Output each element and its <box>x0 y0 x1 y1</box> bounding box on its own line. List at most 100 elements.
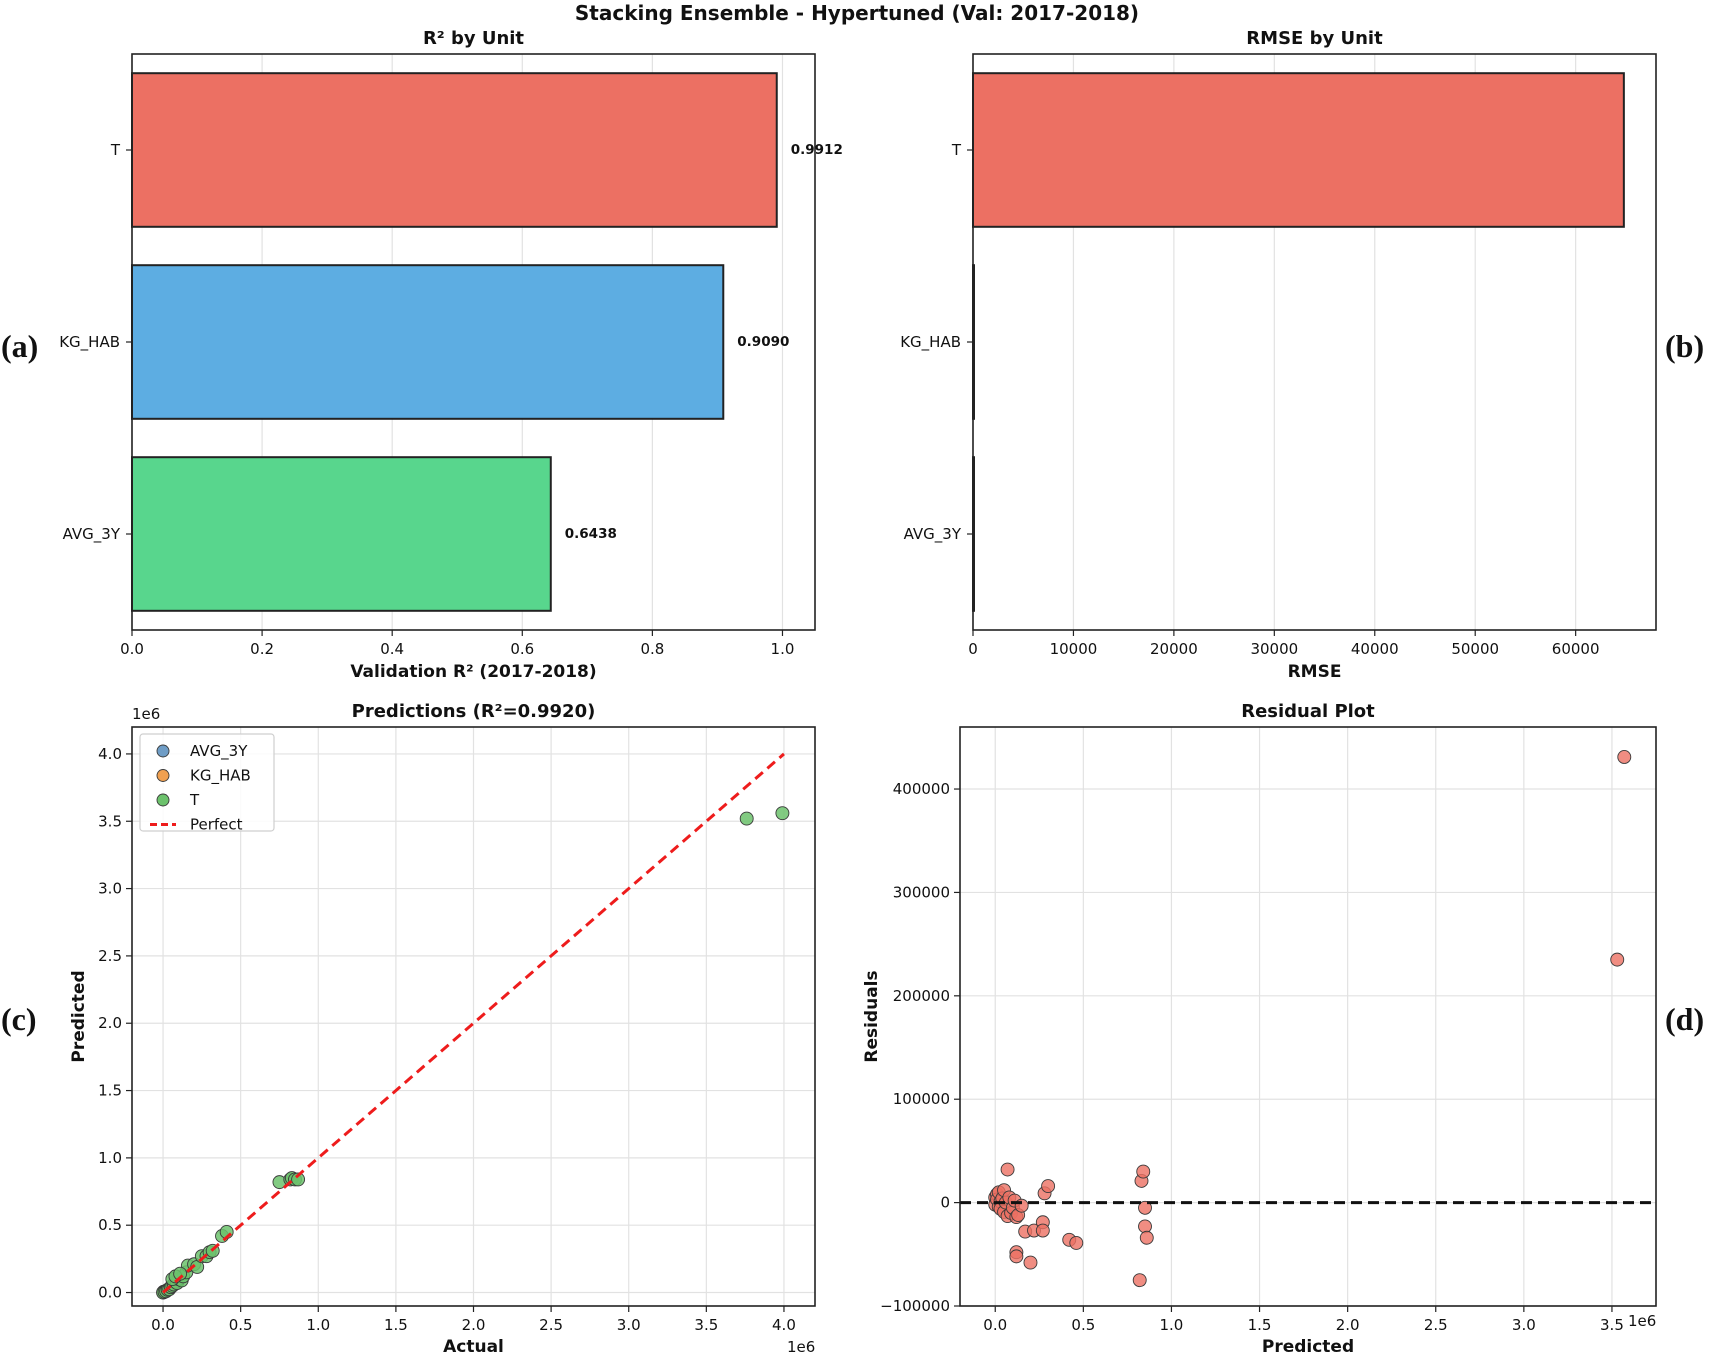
panel-b-rmse-by-unit: 0 10000 20000 30000 40000 50000 60000 T KG_HAB AV… <box>900 28 1657 682</box>
residual-point <box>1009 1249 1024 1264</box>
x-tick-label: 30000 <box>1250 640 1298 658</box>
x-tick-label: 0.0 <box>983 1316 1007 1334</box>
y-tick-label: 2.0 <box>98 1014 122 1032</box>
panel-title: Predictions (R²=0.9920) <box>352 701 596 722</box>
bar-value-label: 0.9090 <box>737 334 789 350</box>
legend-marker <box>156 769 170 782</box>
bar-avg-3y <box>131 456 552 612</box>
panel-a-r2-by-unit: 0.0 0.2 0.4 0.6 0.8 1.0 T 0.9912 KG_HAB 0.9090 AVG… <box>59 28 843 682</box>
panel-title: RMSE by Unit <box>1246 28 1383 49</box>
x-axis-title: Predicted <box>1262 1337 1354 1357</box>
x-axis-title: Validation R² (2017-2018) <box>350 662 596 682</box>
x-tick-label: 0 <box>968 640 978 658</box>
legend-label: T <box>189 791 200 809</box>
residual-point <box>1041 1179 1056 1194</box>
x-tick-label: 1.0 <box>306 1316 330 1334</box>
x-tick-label: 0.8 <box>640 640 664 658</box>
x-offset-label: 1e6 <box>1628 1312 1656 1330</box>
y-tick-label: 0.5 <box>98 1216 122 1234</box>
x-tick-label: 1.0 <box>1160 1316 1184 1334</box>
y-tick-label: AVG_3Y <box>63 525 121 544</box>
y-tick-label: T <box>110 141 121 159</box>
panel-letter-b: (b) <box>1665 328 1704 364</box>
x-tick-label: 60000 <box>1552 640 1600 658</box>
y-tick-label: −100000 <box>880 1297 950 1315</box>
x-tick-label: 3.0 <box>1512 1316 1536 1334</box>
x-tick-label: 0.5 <box>1071 1316 1095 1334</box>
residual-point <box>1610 952 1625 967</box>
y-tick-label: 0 <box>940 1194 950 1212</box>
legend-label: AVG_3Y <box>190 742 248 761</box>
bar-value-label: 0.9912 <box>791 142 843 158</box>
bar-t <box>131 72 778 228</box>
y-tick-label: T <box>951 141 962 159</box>
bar-t <box>972 72 1625 228</box>
panel-title: R² by Unit <box>423 28 524 49</box>
point-t <box>173 1266 188 1281</box>
x-tick-label: 3.0 <box>617 1316 641 1334</box>
legend-marker <box>156 744 170 758</box>
x-axis-title: RMSE <box>1288 662 1342 682</box>
axes-frame <box>959 726 1657 1307</box>
x-tick-label: 0.2 <box>250 640 274 658</box>
x-tick-label: 10000 <box>1050 640 1098 658</box>
bar-value-label: 0.6438 <box>565 526 617 542</box>
x-tick-label: 40000 <box>1351 640 1399 658</box>
x-tick-label: 0.4 <box>380 640 404 658</box>
panel-c-predictions: 0.0 0.5 1.0 1.5 2.0 2.5 3.0 3.5 4.0 0.0 0.5 1.0 1.5 2… <box>69 701 816 1357</box>
residual-point <box>1000 1162 1015 1177</box>
y-tick-label: 400000 <box>893 780 950 798</box>
y-axis-title: Predicted <box>69 970 89 1062</box>
bar-kg-hab <box>131 264 725 420</box>
figure-title: Stacking Ensemble - Hypertuned (Val: 201… <box>575 1 1139 25</box>
axes-frame <box>131 726 816 1307</box>
x-tick-label: 2.0 <box>1336 1316 1360 1334</box>
x-axis-title: Actual <box>443 1337 504 1357</box>
x-tick-label: 2.5 <box>539 1316 563 1334</box>
x-tick-label: 0.0 <box>151 1316 175 1334</box>
y-tick-label: 2.5 <box>98 947 122 965</box>
legend-label: Perfect <box>190 816 243 834</box>
residual-point <box>1023 1255 1038 1270</box>
y-tick-label: KG_HAB <box>59 333 120 352</box>
x-tick-label: 3.5 <box>1600 1316 1624 1334</box>
legend-marker <box>156 793 170 807</box>
y-tick-label: 3.0 <box>98 880 122 898</box>
y-offset-label: 1e6 <box>132 705 160 723</box>
residual-point <box>1138 1200 1152 1215</box>
x-offset-label: 1e6 <box>787 1338 815 1356</box>
y-tick-label: 100000 <box>893 1090 950 1108</box>
residual-point <box>1132 1273 1147 1288</box>
panel-letter-a: (a) <box>1 328 38 364</box>
axes-frame <box>972 53 1657 631</box>
point-t <box>291 1172 306 1187</box>
y-tick-label: KG_HAB <box>900 333 961 352</box>
x-tick-label: 1.0 <box>771 640 795 658</box>
panel-letter-d: (d) <box>1665 1001 1704 1037</box>
legend: AVG_3Y KG_HAB T Perfect <box>139 733 275 834</box>
residual-point <box>1069 1235 1084 1250</box>
y-tick-label: 1.0 <box>98 1149 122 1167</box>
x-tick-label: 50000 <box>1451 640 1499 658</box>
y-tick-label: 300000 <box>893 883 950 901</box>
panel-letter-c: (c) <box>1 1001 37 1037</box>
x-tick-label: 2.5 <box>1424 1316 1448 1334</box>
legend-box <box>139 733 275 832</box>
y-tick-label: 0.0 <box>98 1284 122 1302</box>
residual-point <box>1617 750 1632 764</box>
x-tick-label: 3.5 <box>694 1316 718 1334</box>
residual-point <box>1138 1219 1152 1234</box>
residual-point <box>1139 1230 1154 1245</box>
x-tick-label: 1.5 <box>1248 1316 1272 1334</box>
y-tick-label: AVG_3Y <box>904 525 962 544</box>
x-tick-label: 2.0 <box>462 1316 486 1334</box>
legend-label: KG_HAB <box>190 767 251 786</box>
point-t <box>739 811 754 826</box>
x-tick-label: 0.0 <box>120 640 144 658</box>
y-axis-title: Residuals <box>862 970 882 1062</box>
x-tick-label: 0.6 <box>510 640 534 658</box>
y-tick-label: 4.0 <box>98 745 122 763</box>
residual-point <box>1035 1223 1050 1238</box>
x-tick-label: 0.5 <box>229 1316 253 1334</box>
